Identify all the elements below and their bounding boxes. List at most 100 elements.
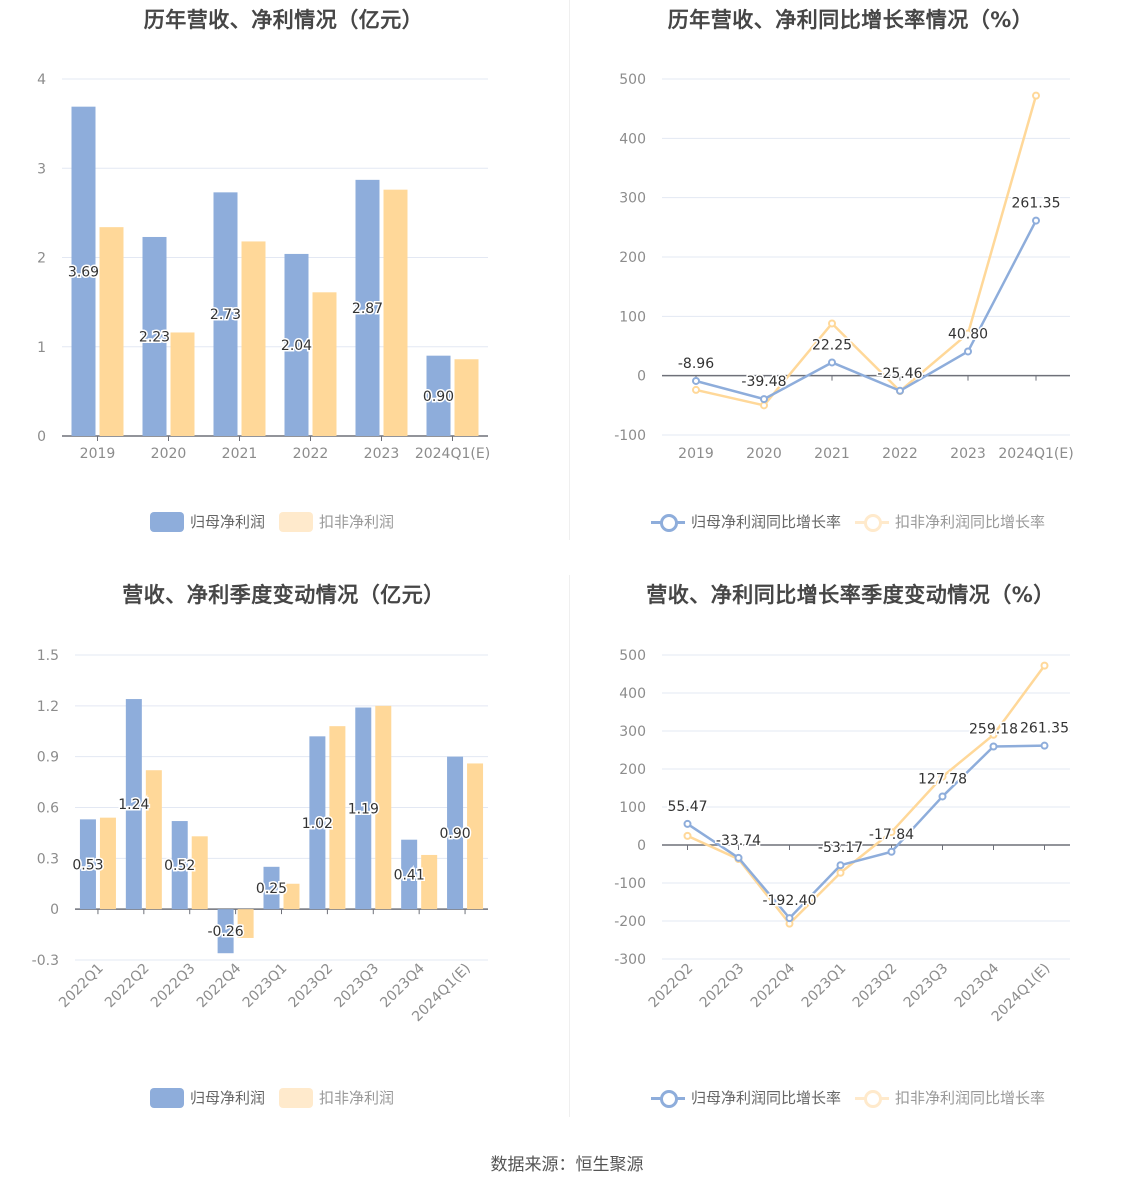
bar-deducted-net-profit[interactable]	[237, 909, 254, 938]
y-tick-label: 500	[619, 648, 646, 664]
bar-deducted-net-profit[interactable]	[99, 817, 116, 910]
bar-deducted-net-profit[interactable]	[467, 763, 484, 910]
data-point-marker[interactable]	[964, 329, 972, 338]
bar-deducted-net-profit[interactable]	[421, 854, 438, 910]
data-point-marker[interactable]	[1040, 741, 1049, 750]
bar-deducted-net-profit[interactable]	[241, 241, 266, 436]
chart-title: 历年营收、净利同比增长率情况（%）	[667, 8, 1034, 32]
chart-legend: 归母净利润同比增长率 扣非净利润同比增长率	[651, 511, 1045, 532]
bar-swatch-icon	[279, 511, 314, 532]
data-point-marker[interactable]	[836, 868, 845, 877]
bar-deducted-net-profit[interactable]	[283, 883, 300, 910]
point-value-label: -25.46	[877, 366, 922, 382]
bar-deducted-net-profit[interactable]	[383, 189, 408, 436]
data-point-marker[interactable]	[989, 742, 998, 751]
chart-plot-area: 0 1 2 3 4 2019 2020 2021 2022 2023 2024Q1(E) 3.69 2.…	[37, 72, 490, 462]
legend-item-parent-net-profit[interactable]: 归母净利润	[150, 1087, 265, 1108]
data-point-marker[interactable]	[692, 385, 700, 394]
data-point-marker[interactable]	[683, 819, 692, 828]
bar-parent-net-profit[interactable]	[355, 179, 380, 437]
bar-parent-net-profit[interactable]	[426, 355, 451, 436]
y-tick-label: 300	[619, 724, 646, 740]
bar-deducted-net-profit[interactable]	[170, 332, 195, 436]
data-point-marker[interactable]	[887, 847, 896, 856]
point-value-label: 22.25	[812, 337, 852, 353]
bar-parent-net-profit[interactable]	[171, 821, 188, 910]
vertical-divider-top	[569, 0, 570, 540]
legend-item-deducted-net-profit-growth[interactable]: 扣非净利润同比增长率	[855, 511, 1045, 532]
bar-value-label: -0.26	[207, 924, 243, 940]
legend-item-parent-net-profit-growth[interactable]: 归母净利润同比增长率	[651, 511, 841, 532]
line-circle-swatch-icon	[651, 512, 685, 532]
data-point-marker[interactable]	[760, 395, 768, 404]
data-point-marker[interactable]	[896, 386, 904, 395]
data-point-marker[interactable]	[1040, 661, 1049, 670]
data-point-marker[interactable]	[1032, 91, 1040, 100]
bar-parent-net-profit[interactable]	[401, 839, 418, 910]
point-value-label: 40.80	[948, 326, 988, 342]
data-point-marker[interactable]	[964, 347, 972, 356]
point-value-label: 261.35	[1020, 721, 1069, 737]
bar-parent-net-profit[interactable]	[217, 909, 234, 954]
data-point-marker[interactable]	[760, 401, 768, 410]
x-tick-label: 2020	[151, 446, 187, 462]
data-point-marker[interactable]	[1032, 216, 1040, 225]
bar-deducted-net-profit[interactable]	[454, 359, 479, 436]
bar-deducted-net-profit[interactable]	[312, 292, 337, 436]
y-tick-label: 500	[619, 72, 646, 88]
legend-item-parent-net-profit-growth[interactable]: 归母净利润同比增长率	[651, 1087, 841, 1108]
chart-plot-area: -300 -200 -100 0 100 200 300 400 500 2022Q2 2022Q3…	[614, 648, 1070, 1025]
bar-parent-net-profit[interactable]	[284, 253, 309, 436]
bar-parent-net-profit[interactable]	[355, 707, 372, 910]
data-point-marker[interactable]	[887, 828, 896, 837]
bar-parent-net-profit[interactable]	[79, 819, 96, 910]
bar-deducted-net-profit[interactable]	[191, 836, 208, 910]
x-tick-label: 2022Q3	[697, 961, 748, 1012]
point-value-label: -192.40	[762, 893, 816, 909]
x-tick-label: 2024Q1(E)	[998, 446, 1073, 462]
data-point-marker[interactable]	[828, 319, 836, 328]
x-tick-label: 2022Q4	[194, 960, 245, 1011]
legend-item-deducted-net-profit-growth[interactable]: 扣非净利润同比增长率	[855, 1087, 1045, 1108]
legend-item-parent-net-profit[interactable]: 归母净利润	[150, 511, 265, 532]
bar-parent-net-profit[interactable]	[447, 756, 464, 910]
legend-item-deducted-net-profit[interactable]: 扣非净利润	[279, 1087, 394, 1108]
data-point-marker[interactable]	[692, 376, 700, 385]
data-point-marker[interactable]	[989, 730, 998, 739]
data-point-marker[interactable]	[683, 831, 692, 840]
bar-parent-net-profit[interactable]	[71, 106, 96, 436]
bar-parent-net-profit[interactable]	[309, 736, 326, 910]
bar-parent-net-profit[interactable]	[125, 699, 142, 910]
data-point-marker[interactable]	[938, 772, 947, 781]
x-tick-label: 2022Q2	[646, 961, 697, 1012]
line-deducted-net-profit-growth	[686, 664, 1046, 925]
data-point-marker[interactable]	[836, 861, 845, 870]
legend-label: 归母净利润同比增长率	[691, 1089, 842, 1107]
y-tick-label: -100	[614, 876, 646, 892]
y-tick-label: 2	[37, 251, 46, 267]
bar-parent-net-profit[interactable]	[263, 866, 280, 910]
data-point-marker[interactable]	[734, 853, 743, 862]
x-tick-label: 2023Q3	[901, 961, 952, 1012]
line-deducted-net-profit-growth	[695, 95, 1038, 407]
x-tick-label: 2023Q1	[240, 961, 291, 1012]
y-tick-label: 0	[637, 369, 646, 385]
data-point-marker[interactable]	[785, 914, 794, 923]
chart-legend: 归母净利润 扣非净利润	[150, 1087, 394, 1108]
data-point-marker[interactable]	[828, 358, 836, 367]
bar-parent-net-profit[interactable]	[213, 192, 238, 436]
line-parent-net-profit-growth	[686, 744, 1045, 920]
bar-deducted-net-profit[interactable]	[99, 227, 124, 436]
bar-swatch-icon	[150, 511, 184, 532]
bar-deducted-net-profit[interactable]	[145, 770, 162, 910]
data-point-marker[interactable]	[938, 792, 947, 801]
bar-deducted-net-profit[interactable]	[375, 705, 392, 910]
x-tick-label: 2023Q4	[952, 960, 1003, 1011]
bar-value-label: 2.04	[281, 338, 312, 354]
bar-value-label: 1.24	[118, 797, 149, 813]
bar-parent-net-profit[interactable]	[142, 236, 167, 436]
x-tick-label: 2023Q1	[799, 961, 850, 1012]
legend-item-deducted-net-profit[interactable]: 扣非净利润	[279, 511, 394, 532]
bar-deducted-net-profit[interactable]	[329, 726, 346, 910]
y-tick-label: -300	[614, 952, 646, 968]
